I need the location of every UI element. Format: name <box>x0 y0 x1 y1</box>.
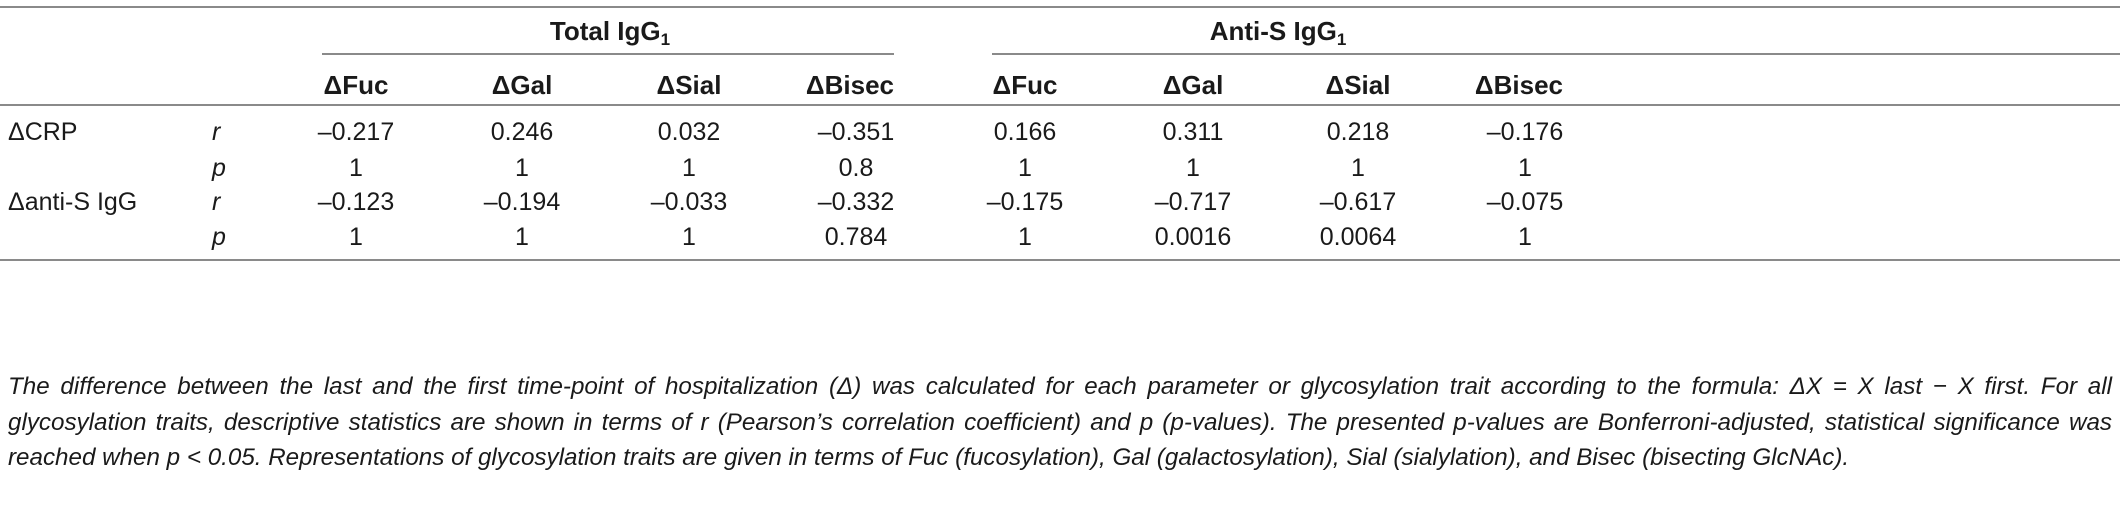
table-cell: 1 <box>515 154 529 182</box>
table-cell: 0.246 <box>490 118 554 146</box>
table-cell: 1 <box>1518 154 1532 182</box>
row-statistic-label: p <box>212 223 226 251</box>
group-rule-anti-s-igg1 <box>992 53 2120 55</box>
table-cell: –0.717 <box>1154 188 1232 216</box>
table-cell: 1 <box>349 154 363 182</box>
group-name: Anti-S IgG <box>1209 16 1337 46</box>
table-cell: –0.175 <box>986 188 1064 216</box>
table-cell: –0.351 <box>817 118 895 146</box>
row-statistic-label: r <box>212 118 221 146</box>
table-cell: 0.0064 <box>1319 223 1397 251</box>
row-parameter-label: ΔCRP <box>8 118 78 146</box>
column-header: ΔGal <box>491 70 553 100</box>
group-name: Total IgG <box>549 16 661 46</box>
column-header: ΔFuc <box>992 70 1058 100</box>
table-cell: 0.166 <box>993 118 1057 146</box>
group-header-total-igg1: Total IgG1 <box>550 16 670 55</box>
table-cell: –0.332 <box>817 188 895 216</box>
group-rule-total-igg1 <box>322 53 894 55</box>
table-cell: 1 <box>682 223 696 251</box>
table-footnote: The difference between the last and the … <box>8 373 2112 471</box>
table-top-rule <box>0 6 2120 8</box>
column-header: ΔSial <box>1325 70 1391 100</box>
table-cell: –0.194 <box>483 188 561 216</box>
table-cell: –0.617 <box>1319 188 1397 216</box>
table-cell: 1 <box>1351 154 1365 182</box>
table-cell: 1 <box>349 223 363 251</box>
table-cell: –0.075 <box>1486 188 1564 216</box>
table-cell: –0.217 <box>317 118 395 146</box>
column-header: ΔFuc <box>323 70 389 100</box>
group-subscript: 1 <box>1336 30 1347 49</box>
table-cell: 1 <box>515 223 529 251</box>
row-parameter-label: Δanti-S IgG <box>8 188 138 216</box>
column-header: ΔBisec <box>805 70 894 100</box>
table-cell: 0.8 <box>838 154 874 182</box>
group-header-anti-s-igg1: Anti-S IgG1 <box>1210 16 1347 55</box>
column-header: ΔSial <box>656 70 722 100</box>
column-header: ΔGal <box>1162 70 1224 100</box>
table-cell: –0.033 <box>650 188 728 216</box>
table-bottom-rule <box>0 259 2120 261</box>
table-cell: –0.123 <box>317 188 395 216</box>
row-statistic-label: p <box>212 154 226 182</box>
table-cell: 1 <box>1518 223 1532 251</box>
row-statistic-label: r <box>212 188 221 216</box>
column-header: ΔBisec <box>1474 70 1563 100</box>
header-bottom-rule <box>0 104 2120 106</box>
group-subscript: 1 <box>660 30 671 49</box>
table-cell: 0.218 <box>1326 118 1390 146</box>
table-cell: 1 <box>682 154 696 182</box>
table-cell: 1 <box>1018 154 1032 182</box>
table-cell: 0.032 <box>657 118 721 146</box>
table-cell: 0.784 <box>824 223 888 251</box>
table-cell: 0.311 <box>1162 118 1224 146</box>
table-cell: –0.176 <box>1486 118 1564 146</box>
table-cell: 1 <box>1186 154 1200 182</box>
table-cell: 1 <box>1018 223 1032 251</box>
table-cell: 0.0016 <box>1154 223 1232 251</box>
